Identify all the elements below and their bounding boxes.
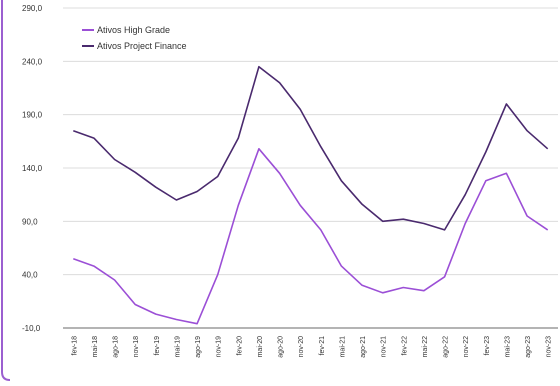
- y-tick-label: 40,0: [22, 271, 38, 280]
- legend-label: Ativos Project Finance: [97, 41, 187, 51]
- x-tick-label: nov-20: [298, 336, 305, 358]
- grid-lines: [63, 7, 558, 276]
- y-axis-ticks: -10,0 40,0 90,0 140,0 190,0 240,0 290,0: [22, 4, 43, 333]
- x-tick-label: mai-23: [504, 336, 511, 358]
- x-tick-label: ago-18: [113, 336, 120, 358]
- x-tick-label: ago-21: [360, 336, 367, 358]
- x-tick-label: fev-20: [236, 336, 243, 356]
- x-tick-label: mai-19: [174, 336, 181, 358]
- x-tick-label: fev-22: [401, 336, 408, 356]
- series-line: [73, 65, 549, 231]
- series-lines: [73, 65, 549, 325]
- x-tick-label: fev-21: [319, 336, 326, 356]
- x-tick-label: fev-23: [484, 336, 491, 356]
- x-tick-label: mai-20: [257, 336, 264, 358]
- x-tick-label: nov-18: [133, 336, 140, 358]
- x-tick-label: fev-19: [154, 336, 161, 356]
- legend-label: Ativos High Grade: [97, 25, 170, 35]
- y-tick-label: 90,0: [22, 217, 38, 226]
- x-tick-label: nov-23: [546, 336, 553, 358]
- y-tick-label: 290,0: [22, 4, 43, 13]
- x-tick-label: ago-20: [278, 336, 285, 358]
- x-tick-label: mai-22: [422, 336, 429, 358]
- x-axis-ticks: fev-18 mai-18 ago-18 nov-18 fev-19 mai-19 ago-…: [71, 336, 552, 358]
- x-tick-label: nov-19: [216, 336, 223, 358]
- legend: Ativos High Grade Ativos Project Finance: [82, 25, 187, 51]
- x-tick-label: fev-18: [71, 336, 78, 356]
- y-tick-label: 190,0: [22, 111, 43, 120]
- series-line: [73, 148, 549, 325]
- x-tick-label: mai-18: [92, 336, 99, 358]
- y-tick-label: 140,0: [22, 164, 43, 173]
- x-tick-label: ago-22: [443, 336, 450, 358]
- y-tick-label: -10,0: [22, 324, 41, 333]
- y-tick-label: 240,0: [22, 57, 43, 66]
- x-tick-label: nov-22: [463, 336, 470, 358]
- frame-border: [1, 0, 11, 381]
- x-tick-label: ago-19: [195, 336, 202, 358]
- x-tick-label: ago-23: [525, 336, 532, 358]
- x-tick-label: nov-21: [381, 336, 388, 358]
- x-tick-label: mai-21: [339, 336, 346, 358]
